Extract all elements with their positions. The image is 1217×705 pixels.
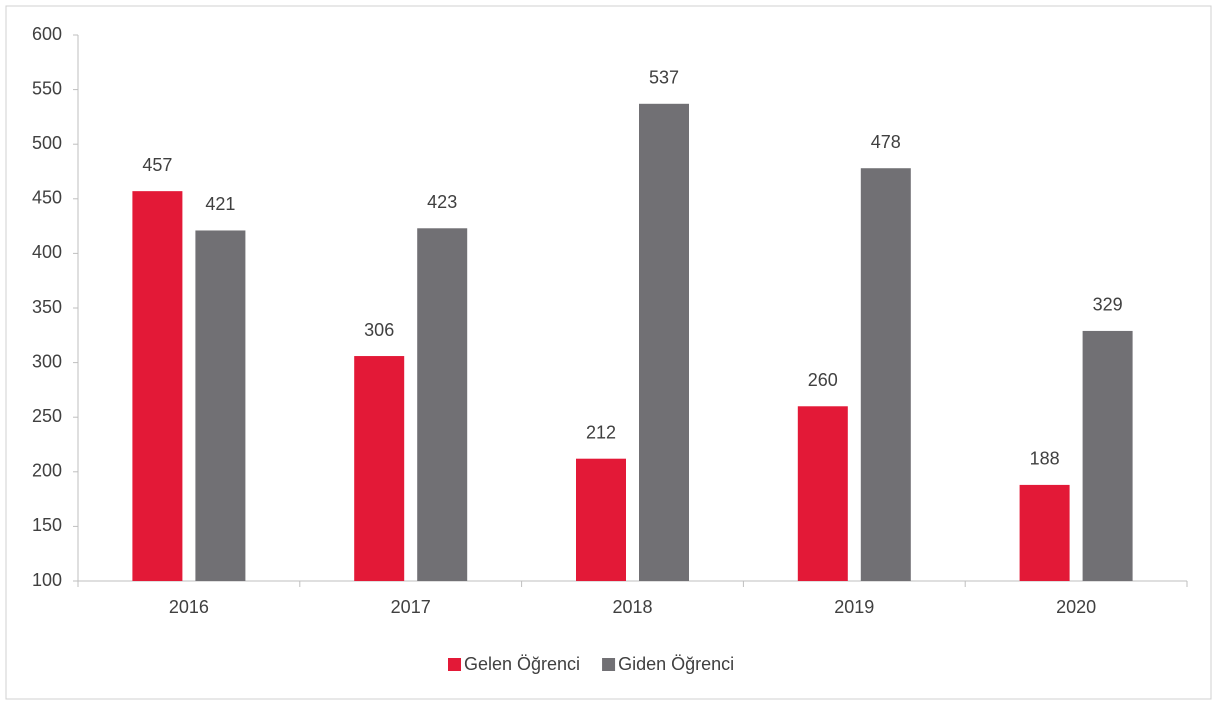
x-tick-label: 2017 bbox=[391, 597, 431, 617]
legend-label: Giden Öğrenci bbox=[618, 654, 734, 674]
legend-label: Gelen Öğrenci bbox=[464, 654, 580, 674]
bar bbox=[354, 356, 405, 581]
data-label: 423 bbox=[427, 192, 457, 212]
data-label: 329 bbox=[1093, 295, 1123, 315]
x-tick-label: 2020 bbox=[1056, 597, 1096, 617]
bar bbox=[417, 228, 468, 581]
y-tick-label: 250 bbox=[32, 406, 62, 426]
data-label: 537 bbox=[649, 68, 679, 88]
data-label: 212 bbox=[586, 422, 616, 442]
bar bbox=[860, 168, 911, 581]
y-tick-label: 200 bbox=[32, 461, 62, 481]
x-tick-label: 2019 bbox=[834, 597, 874, 617]
y-tick-label: 400 bbox=[32, 242, 62, 262]
y-tick-label: 500 bbox=[32, 133, 62, 153]
x-tick-label: 2016 bbox=[169, 597, 209, 617]
bar bbox=[132, 191, 183, 581]
y-tick-label: 450 bbox=[32, 188, 62, 208]
bar bbox=[195, 230, 246, 581]
legend-swatch bbox=[448, 658, 461, 671]
y-tick-label: 150 bbox=[32, 515, 62, 535]
y-tick-label: 100 bbox=[32, 570, 62, 590]
legend-swatch bbox=[602, 658, 616, 671]
y-tick-label: 600 bbox=[32, 24, 62, 44]
data-label: 478 bbox=[871, 132, 901, 152]
data-label: 260 bbox=[808, 370, 838, 390]
data-label: 457 bbox=[142, 155, 172, 175]
bar bbox=[639, 103, 689, 582]
bar bbox=[1082, 330, 1133, 581]
x-tick-label: 2018 bbox=[612, 597, 652, 617]
data-label: 421 bbox=[205, 194, 235, 214]
data-label: 306 bbox=[364, 320, 394, 340]
chart-border bbox=[5, 5, 1212, 700]
bar bbox=[1019, 484, 1070, 581]
y-tick-label: 550 bbox=[32, 78, 62, 98]
bar bbox=[797, 406, 848, 581]
bar bbox=[576, 458, 626, 581]
y-tick-label: 350 bbox=[32, 297, 62, 317]
y-tick-label: 300 bbox=[32, 351, 62, 371]
data-label: 188 bbox=[1030, 449, 1060, 469]
